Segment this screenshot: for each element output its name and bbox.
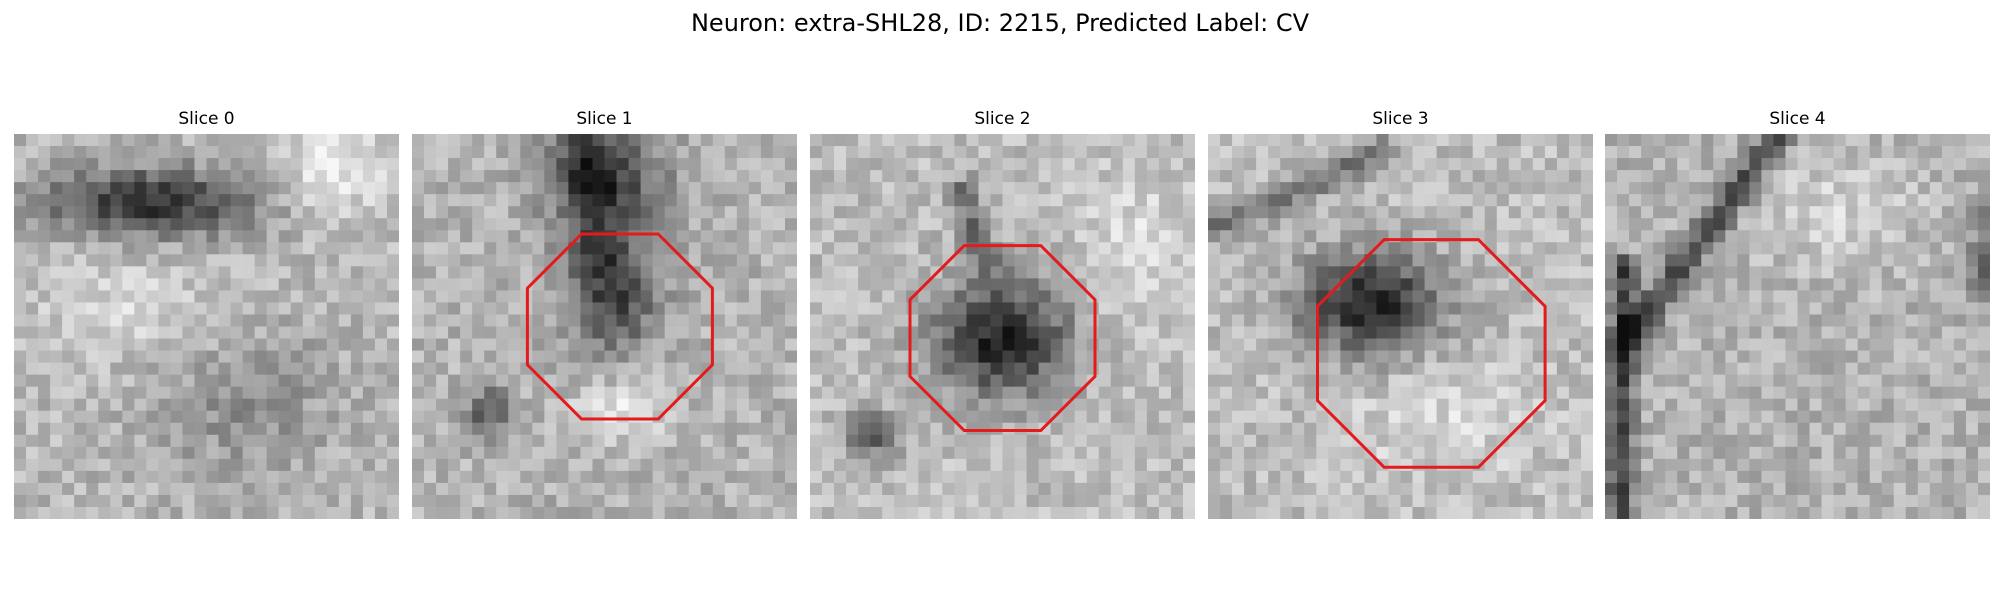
- contour-octagon: [908, 244, 1097, 432]
- slice-panel-1: Slice 1: [412, 107, 797, 527]
- contour-octagon: [1316, 238, 1547, 469]
- slice-panel-2: Slice 2: [810, 107, 1195, 527]
- slice-image: [1208, 134, 1593, 519]
- slice-title: Slice 4: [1769, 109, 1826, 129]
- slice-title: Slice 1: [576, 109, 633, 129]
- slice-image: [810, 134, 1195, 519]
- slice-image: [412, 134, 797, 519]
- slice-image: [1605, 134, 1990, 519]
- slice-panel-3: Slice 3: [1208, 107, 1593, 527]
- slice-panel-4: Slice 4: [1605, 107, 1990, 527]
- slice-title: Slice 2: [974, 109, 1031, 129]
- slice-panel-0: Slice 0: [14, 107, 399, 527]
- contour-octagon: [525, 232, 714, 421]
- slice-title: Slice 0: [178, 109, 235, 129]
- slice-image: [14, 134, 399, 519]
- slice-title: Slice 3: [1372, 109, 1429, 129]
- figure-title: Neuron: extra-SHL28, ID: 2215, Predicted…: [690, 9, 1310, 37]
